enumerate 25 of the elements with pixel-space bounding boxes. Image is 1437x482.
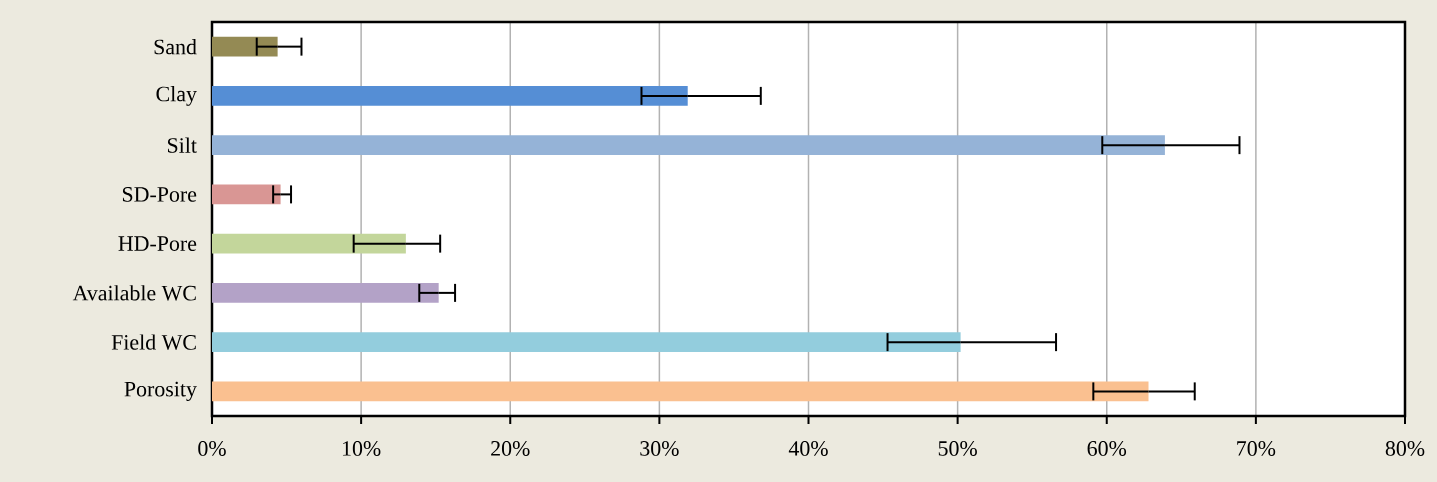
x-tick-label: 0%: [198, 441, 226, 456]
bar: [212, 135, 1165, 155]
bar: [212, 184, 281, 205]
x-tick-label: 10%: [342, 441, 381, 456]
bar: [212, 233, 406, 254]
y-tick-label: Sand: [154, 38, 197, 55]
bar: [212, 283, 439, 303]
y-tick-label: SD-Pore: [122, 187, 197, 202]
y-tick-label: Field WC: [111, 334, 196, 350]
y-tick-label: Available WC: [72, 285, 196, 301]
x-tick-label: 50%: [938, 441, 977, 456]
x-tick-label: 40%: [788, 441, 828, 456]
bar: [212, 86, 688, 106]
x-tick-label: 70%: [1237, 441, 1276, 456]
x-tick-label: 60%: [1087, 441, 1127, 456]
x-tick-label: 20%: [491, 441, 530, 456]
y-tick-label: Clay: [156, 85, 197, 106]
bar: [212, 36, 278, 57]
y-tick-label: Silt: [167, 137, 197, 153]
bar: [212, 332, 961, 352]
y-tick-label: HD-Pore: [118, 236, 197, 251]
x-tick-label: 30%: [640, 441, 679, 456]
x-tick-label: 80%: [1385, 441, 1425, 456]
y-tick-label: Porosity: [124, 381, 197, 401]
bar: [212, 381, 1149, 402]
